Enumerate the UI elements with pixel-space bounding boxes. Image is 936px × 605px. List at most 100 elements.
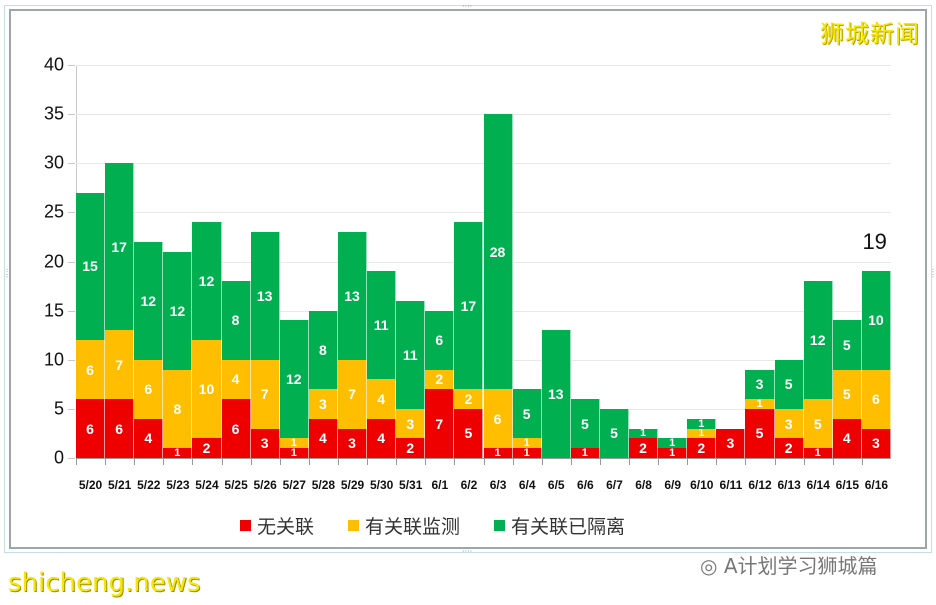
bar-5-31[interactable]: 2 3 11 xyxy=(396,300,426,458)
x-tick-mark xyxy=(337,459,339,465)
gridline xyxy=(76,65,891,66)
bar-segment: 4 xyxy=(367,418,397,458)
x-tick-label: 6/4 xyxy=(518,478,536,492)
bar-6-11[interactable]: 3 xyxy=(716,428,746,458)
x-tick-mark xyxy=(454,459,456,465)
bar-5-20[interactable]: 6 6 15 xyxy=(76,192,106,458)
bar-segment: 8 xyxy=(221,281,251,360)
bar-segment: 17 xyxy=(105,163,135,331)
y-tick-label: 10 xyxy=(43,349,64,370)
bar-6-7[interactable]: 5 xyxy=(599,408,630,458)
legend-label: 有关联已隔离 xyxy=(511,516,626,538)
legend-swatch-green xyxy=(494,520,506,531)
bar-segment: 10 xyxy=(192,340,222,439)
bar-segment: 1 xyxy=(279,437,309,449)
bar-segment: 3 xyxy=(396,408,426,439)
x-tick-label: 5/23 xyxy=(166,478,190,492)
bar-5-30[interactable]: 4 4 11 xyxy=(367,271,397,458)
x-tick-mark xyxy=(832,459,834,465)
bar-segment: 3 xyxy=(774,408,804,439)
x-tick-label: 6/11 xyxy=(719,478,743,492)
resize-handle-top[interactable]: ···· xyxy=(462,2,473,11)
x-tick-label: 6/8 xyxy=(635,478,652,492)
x-tick-label: 6/3 xyxy=(489,478,507,492)
bar-segment: 2 xyxy=(629,438,659,458)
bar-segment: 2 xyxy=(774,438,804,458)
bar-segment: 12 xyxy=(163,251,193,370)
bar-5-27[interactable]: 1 1 12 xyxy=(279,320,309,459)
bar-segment: 12 xyxy=(192,222,222,341)
bar-segment: 5 xyxy=(832,320,862,370)
resize-handle-bottom[interactable]: ···· xyxy=(462,547,473,556)
bar-5-24[interactable]: 2 10 12 xyxy=(192,222,222,458)
bar-segment: 7 xyxy=(105,330,135,400)
y-tick-mark xyxy=(68,212,75,214)
bar-5-22[interactable]: 4 6 12 xyxy=(134,241,164,458)
bar-segment: 3 xyxy=(716,428,746,458)
x-tick-label: 5/26 xyxy=(253,478,277,492)
bar-segment: 2 xyxy=(425,369,455,390)
bar-segment: 4 xyxy=(221,359,251,400)
legend-item-linked-quarantined[interactable]: 有关联已隔离 xyxy=(494,512,625,539)
bar-segment: 11 xyxy=(367,271,397,380)
bar-6-3[interactable]: 1 6 28 xyxy=(483,114,513,459)
bar-segment: 1 xyxy=(279,447,309,459)
x-tick-mark xyxy=(512,459,514,465)
resize-handle-left[interactable]: ···· xyxy=(2,268,11,279)
bar-segment: 1 xyxy=(512,437,542,449)
bar-segment: 6 xyxy=(483,389,513,449)
y-tick-label: 30 xyxy=(43,152,64,173)
x-axis-line xyxy=(76,458,891,459)
y-tick-mark xyxy=(68,163,75,165)
x-tick-label: 6/12 xyxy=(748,478,772,492)
x-tick-label: 6/2 xyxy=(460,478,478,492)
bar-segment: 6 xyxy=(76,340,106,400)
y-tick-label: 25 xyxy=(43,201,64,222)
x-tick-label: 5/30 xyxy=(369,478,394,492)
bar-6-14[interactable]: 1 5 12 xyxy=(803,281,833,459)
bar-5-21[interactable]: 6 7 17 xyxy=(105,163,135,458)
bar-segment: 13 xyxy=(541,330,571,458)
bar-6-5[interactable]: 13 xyxy=(541,330,571,458)
x-tick-label: 6/16 xyxy=(864,478,889,492)
bar-segment: 3 xyxy=(861,428,891,458)
bar-segment: 7 xyxy=(250,359,280,429)
bar-segment: 5 xyxy=(832,369,862,419)
y-tick-mark xyxy=(68,261,75,263)
bar-6-16[interactable]: 3 6 10 xyxy=(861,271,891,458)
x-tick-label: 6/6 xyxy=(577,478,594,492)
bar-5-23[interactable]: 1 8 12 xyxy=(163,251,193,459)
bar-5-29[interactable]: 3 7 13 xyxy=(337,232,368,458)
x-tick-mark xyxy=(774,459,776,465)
bar-segment: 2 xyxy=(396,438,426,458)
y-tick-label: 5 xyxy=(53,398,64,419)
bar-segment: 1 xyxy=(512,447,542,459)
bar-segment: 12 xyxy=(803,281,833,400)
bar-5-26[interactable]: 3 7 13 xyxy=(250,232,280,458)
bar-6-2[interactable]: 5 2 17 xyxy=(454,222,484,458)
x-tick-mark xyxy=(745,459,747,465)
legend-item-no-link[interactable]: 无关联 xyxy=(240,512,314,539)
x-tick-mark xyxy=(163,459,165,465)
x-tick-mark xyxy=(629,459,631,465)
bar-segment: 8 xyxy=(308,310,338,390)
x-tick-label: 5/22 xyxy=(137,478,161,492)
bar-segment: 11 xyxy=(396,300,426,409)
legend-item-linked-monitored[interactable]: 有关联监测 xyxy=(348,512,460,539)
y-tick-label: 35 xyxy=(43,103,64,124)
bar-segment: 17 xyxy=(454,222,484,390)
legend-swatch-red xyxy=(240,520,251,531)
bar-segment: 4 xyxy=(832,418,862,458)
resize-handle-right[interactable]: ···· xyxy=(928,268,936,279)
